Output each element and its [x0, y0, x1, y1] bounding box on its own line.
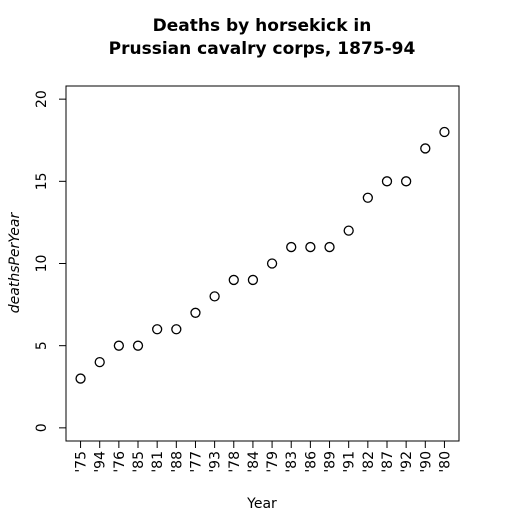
point: [190, 307, 201, 318]
point: [420, 143, 431, 154]
chart-title: Prussian cavalry corps, 1875-94: [109, 39, 416, 59]
point: [286, 241, 297, 253]
x-tick-label: '94: [93, 451, 109, 473]
point: [400, 176, 412, 187]
point: [266, 258, 278, 269]
x-tick-label: '82: [361, 451, 377, 473]
y-tick-label: 0: [34, 423, 50, 432]
x-tick-label: '91: [342, 451, 358, 473]
point: [381, 176, 393, 187]
y-axis-label: deathsPerYear: [7, 212, 23, 314]
y-tick-label: 15: [34, 172, 50, 190]
chart-title: Deaths by horsekick in: [153, 16, 372, 36]
x-tick-label: '89: [323, 451, 339, 473]
x-tick-label: '79: [265, 451, 281, 473]
y-tick-label: 10: [34, 255, 50, 273]
point: [305, 241, 316, 253]
point: [439, 126, 450, 138]
x-tick-label: '92: [399, 451, 415, 473]
point: [324, 241, 335, 253]
x-tick-label: '88: [169, 451, 185, 473]
x-tick-label: '75: [74, 451, 90, 473]
point: [362, 192, 373, 203]
x-tick-label: '87: [380, 451, 396, 473]
x-tick-label: '78: [227, 451, 243, 473]
x-tick-label: '85: [131, 451, 147, 473]
point: [343, 225, 354, 236]
point: [94, 356, 105, 368]
x-tick-label: '84: [246, 451, 262, 473]
x-tick-label: '90: [418, 451, 434, 473]
x-tick-label: '86: [303, 451, 319, 473]
x-tick-label: '81: [150, 451, 166, 473]
x-tick-label: '83: [284, 451, 300, 473]
y-tick-label: 5: [34, 341, 50, 350]
x-axis-label: Year: [246, 496, 277, 512]
point: [132, 340, 144, 351]
point: [152, 324, 163, 335]
point: [113, 340, 125, 351]
x-tick-label: '93: [208, 451, 224, 473]
point: [171, 324, 182, 335]
x-tick-label: '77: [188, 451, 204, 473]
plot-box: [65, 85, 460, 442]
point: [75, 373, 86, 384]
y-tick-label: 20: [34, 90, 50, 108]
point: [247, 274, 259, 286]
point: [209, 291, 220, 302]
x-tick-label: '76: [112, 451, 128, 473]
x-tick-label: '80: [437, 451, 453, 473]
point: [228, 274, 239, 286]
